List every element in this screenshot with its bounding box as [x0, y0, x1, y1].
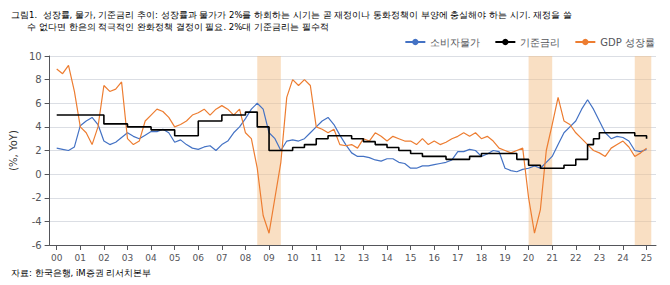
svg-text:09: 09 [263, 253, 275, 263]
svg-text:23: 23 [594, 253, 605, 263]
svg-text:20: 20 [523, 253, 535, 263]
svg-text:10: 10 [287, 253, 299, 263]
svg-text:01: 01 [75, 253, 86, 263]
svg-text:수 없다면 한은의 적극적인 완화정책 결정이 필요. 2%: 수 없다면 한은의 적극적인 완화정책 결정이 필요. 2%대 기준금리는 필수… [11, 22, 329, 32]
svg-text:18: 18 [476, 253, 488, 263]
svg-text:00: 00 [51, 253, 63, 263]
svg-text:8: 8 [35, 74, 41, 85]
svg-text:03: 03 [122, 253, 133, 263]
svg-text:4: 4 [35, 121, 41, 132]
svg-text:-6: -6 [32, 240, 42, 251]
svg-text:02: 02 [98, 253, 109, 263]
svg-text:2: 2 [35, 145, 41, 156]
svg-text:14: 14 [381, 253, 393, 263]
svg-text:0: 0 [35, 169, 41, 180]
svg-text:15: 15 [405, 253, 416, 263]
svg-text:(%, YoY): (%, YoY) [8, 130, 19, 171]
svg-text:6: 6 [35, 98, 41, 109]
svg-text:소비자물가: 소비자물가 [430, 37, 480, 48]
svg-text:24: 24 [617, 253, 629, 263]
svg-text:-2: -2 [32, 192, 42, 203]
svg-text:04: 04 [145, 253, 157, 263]
svg-text:22: 22 [570, 253, 581, 263]
svg-text:25: 25 [641, 253, 652, 263]
svg-text:08: 08 [240, 253, 252, 263]
svg-text:07: 07 [216, 253, 227, 263]
svg-text:자료: 한국은행, iM증권 리서치본부: 자료: 한국은행, iM증권 리서치본부 [11, 268, 151, 278]
svg-text:19: 19 [499, 253, 511, 263]
svg-text:05: 05 [169, 253, 180, 263]
svg-text:GDP 성장률: GDP 성장률 [600, 37, 655, 48]
svg-text:11: 11 [311, 253, 322, 263]
svg-text:17: 17 [452, 253, 463, 263]
svg-text:16: 16 [428, 253, 440, 263]
svg-text:-4: -4 [32, 216, 42, 227]
svg-text:12: 12 [334, 253, 345, 263]
svg-text:13: 13 [358, 253, 369, 263]
svg-text:기준금리: 기준금리 [520, 37, 560, 48]
svg-text:그림1. 성장률, 물가, 기준금리 추이: 성장률과 물: 그림1. 성장률, 물가, 기준금리 추이: 성장률과 물가가 2%를 하회하는… [11, 10, 572, 20]
svg-text:06: 06 [193, 253, 205, 263]
svg-text:21: 21 [546, 253, 557, 263]
svg-text:10: 10 [29, 51, 42, 62]
